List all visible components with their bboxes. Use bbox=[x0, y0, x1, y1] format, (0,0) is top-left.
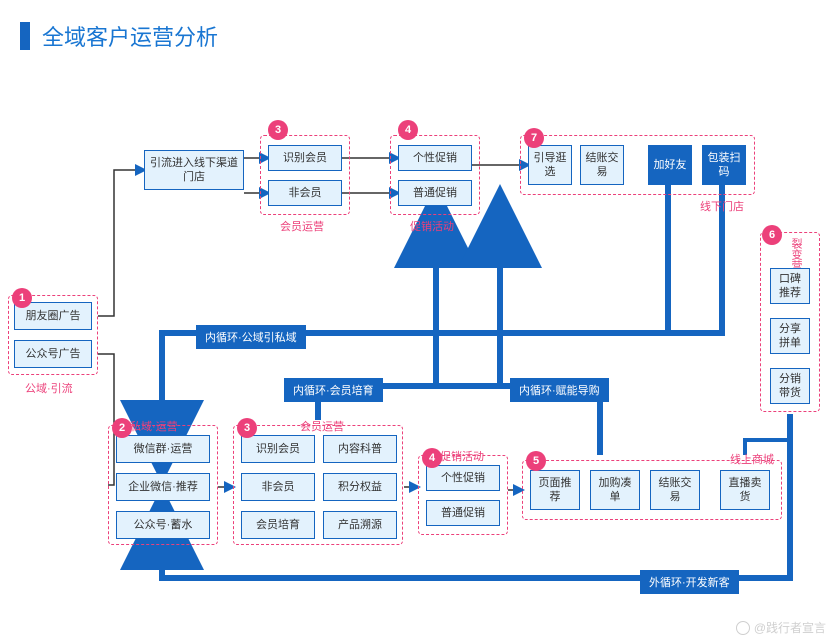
badge-g6: 6 bbox=[762, 225, 782, 245]
pill-p4: 外循环·开发新客 bbox=[640, 570, 739, 594]
edge-0 bbox=[98, 170, 144, 316]
node-b_trace: 产品溯源 bbox=[323, 511, 397, 539]
node-b_store: 引流进入线下渠道门店 bbox=[144, 150, 244, 190]
node-b_pub: 公众号·蓄水 bbox=[116, 511, 210, 539]
node-b_pub_ad: 公众号广告 bbox=[14, 340, 92, 368]
flow-arrows bbox=[0, 0, 834, 644]
node-b_ent: 企业微信·推荐 bbox=[116, 473, 210, 501]
badge-g7: 7 bbox=[524, 128, 544, 148]
node-b_share: 分享拼单 bbox=[770, 318, 810, 354]
node-b_scan: 包装扫码 bbox=[702, 145, 746, 185]
group-label-g2: 私域·运营 bbox=[130, 418, 178, 434]
badge-g3a: 3 bbox=[268, 120, 288, 140]
pill-p2: 内循环·会员培育 bbox=[284, 378, 383, 402]
node-b_koubei: 口碑推荐 bbox=[770, 268, 810, 304]
badge-g1: 1 bbox=[12, 288, 32, 308]
node-b_guide: 引导逛选 bbox=[528, 145, 572, 185]
watermark: @践行者宣言 bbox=[736, 619, 826, 636]
group-label-g3a: 会员运营 bbox=[280, 218, 324, 234]
node-b_non_member_a: 非会员 bbox=[268, 180, 342, 206]
node-b_page: 页面推荐 bbox=[530, 470, 580, 510]
badge-g4a: 4 bbox=[398, 120, 418, 140]
group-label-g4a: 促销活动 bbox=[410, 218, 454, 234]
node-b_non_member_b: 非会员 bbox=[241, 473, 315, 501]
watermark-text: @践行者宣言 bbox=[754, 619, 826, 636]
node-b_id_member_b: 识别会员 bbox=[241, 435, 315, 463]
node-b_checkout_b: 结账交易 bbox=[650, 470, 700, 510]
node-b_norm_promo_a: 普通促销 bbox=[398, 180, 472, 206]
group-label-g4b: 促销活动 bbox=[440, 448, 484, 464]
node-b_points: 积分权益 bbox=[323, 473, 397, 501]
badge-g4b: 4 bbox=[422, 448, 442, 468]
group-label-g5: 线上商城 bbox=[730, 451, 774, 467]
node-b_id_member_a: 识别会员 bbox=[268, 145, 342, 171]
pill-p3: 内循环·赋能导购 bbox=[510, 378, 609, 402]
node-b_checkout_a: 结账交易 bbox=[580, 145, 624, 185]
node-b_cart: 加购凑单 bbox=[590, 470, 640, 510]
node-b_pers_promo_a: 个性促销 bbox=[398, 145, 472, 171]
node-b_content: 内容科普 bbox=[323, 435, 397, 463]
node-b_pers_promo_b: 个性促销 bbox=[426, 465, 500, 491]
group-label-g3b: 会员运营 bbox=[300, 418, 344, 434]
node-b_add_friend: 加好友 bbox=[648, 145, 692, 185]
group-label-g7: 线下门店 bbox=[700, 198, 744, 214]
node-b_norm_promo_b: 普通促销 bbox=[426, 500, 500, 526]
watermark-icon bbox=[736, 621, 750, 635]
node-b_group: 微信群·运营 bbox=[116, 435, 210, 463]
badge-g3b: 3 bbox=[237, 418, 257, 438]
node-b_live: 直播卖货 bbox=[720, 470, 770, 510]
group-label-g1: 公域·引流 bbox=[25, 380, 73, 396]
diagram-canvas: 1公域·引流2私域·运营3会员运营3会员运营4促销活动4促销活动5线上商城6裂变… bbox=[0, 0, 834, 644]
node-b_dist: 分销带货 bbox=[770, 368, 810, 404]
badge-g5: 5 bbox=[526, 451, 546, 471]
pill-p1: 内循环·公域引私域 bbox=[196, 325, 306, 349]
node-b_nurture: 会员培育 bbox=[241, 511, 315, 539]
badge-g2: 2 bbox=[112, 418, 132, 438]
